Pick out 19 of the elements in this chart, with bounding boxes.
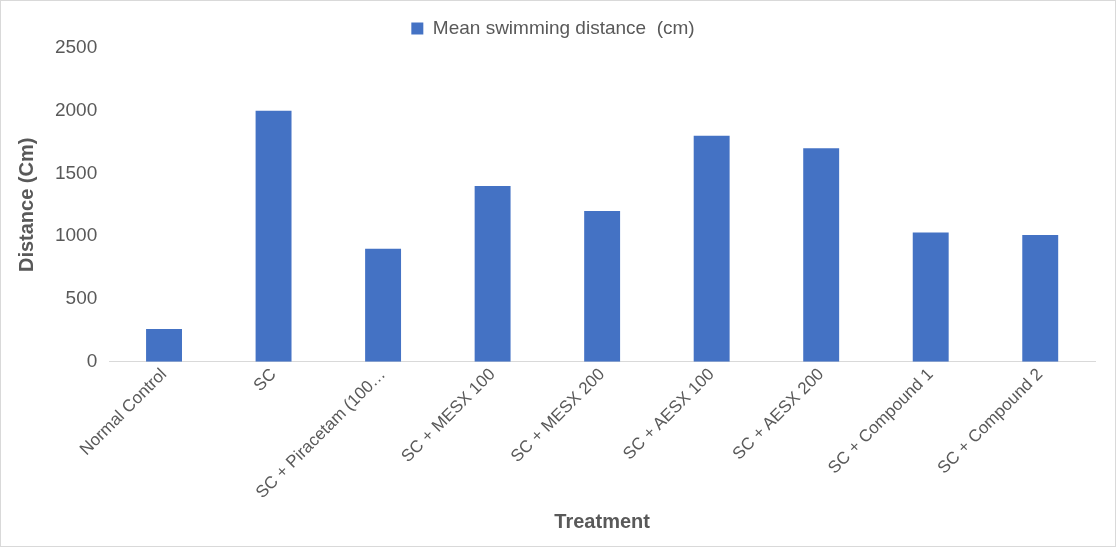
x-axis-title: Treatment	[554, 509, 651, 532]
y-tick-label: 0	[86, 349, 98, 371]
bar	[584, 211, 621, 362]
bar	[365, 248, 402, 362]
x-tick-label: SC	[249, 364, 280, 395]
bar	[693, 135, 730, 362]
bar	[474, 186, 511, 362]
y-axis-title: Distance (Cm)	[14, 137, 37, 273]
y-tick-label: 1500	[54, 161, 98, 183]
bar	[912, 232, 949, 362]
y-tick-label: 500	[65, 287, 98, 309]
y-tick-label: 1000	[54, 224, 98, 246]
y-tick-label: 2000	[54, 98, 98, 120]
bar	[803, 148, 840, 362]
legend-label: Mean swimming distance (cm)	[432, 16, 695, 38]
bar	[146, 329, 182, 362]
bar	[255, 110, 292, 362]
y-tick-label: 2500	[54, 36, 98, 58]
bar	[1022, 234, 1059, 362]
